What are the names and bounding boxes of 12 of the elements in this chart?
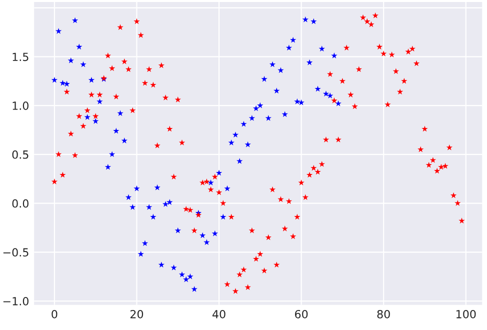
x-tick-label: 40 [212, 310, 226, 318]
y-tick-label: 0.0 [12, 199, 28, 208]
y-tick-label: 1.5 [12, 52, 28, 62]
x-tick-label: 100 [456, 310, 476, 318]
y-tick-label: 0.5 [12, 150, 28, 159]
x-tick-label: 80 [377, 310, 390, 318]
x-tick-label: 0 [52, 310, 58, 318]
y-tick-label: −0.5 [3, 248, 28, 257]
y-tick-label: 1.0 [12, 102, 28, 110]
x-tick-label: 20 [130, 310, 144, 318]
x-tick-label: 60 [295, 310, 308, 318]
y-tick-label: −1.0 [3, 296, 28, 306]
